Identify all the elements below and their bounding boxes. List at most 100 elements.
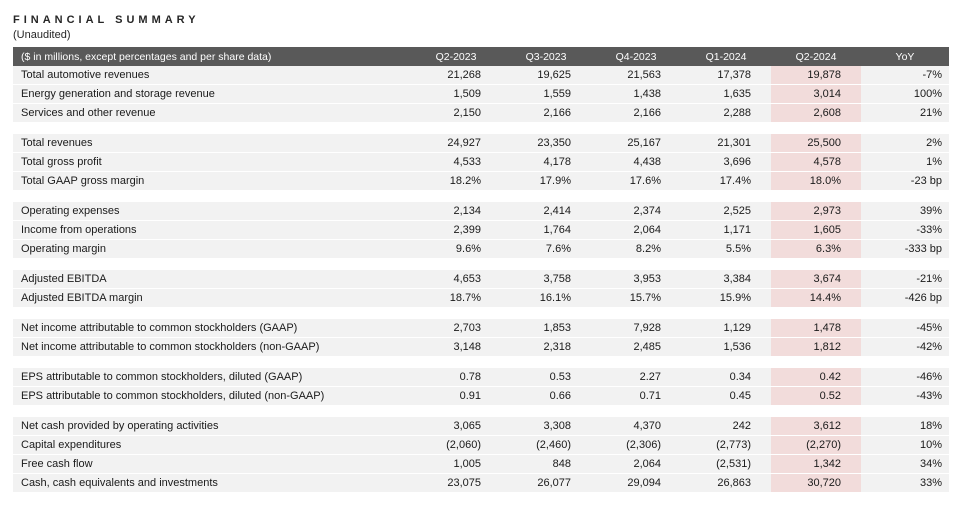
financial-summary-table: ($ in millions, except percentages and p…	[13, 47, 949, 493]
cell-value: 1,635	[681, 84, 771, 104]
cell-value: 3,674	[771, 270, 861, 289]
cell-value: 2,525	[681, 202, 771, 221]
cell-value: 15.9%	[681, 288, 771, 308]
spacer-cell	[13, 190, 949, 202]
cell-yoy: 2%	[861, 134, 949, 153]
cell-yoy: 100%	[861, 84, 949, 104]
spacer-row	[13, 356, 949, 368]
cell-yoy: 33%	[861, 473, 949, 493]
cell-value: 7.6%	[501, 239, 591, 259]
header-col-q4-2023: Q4-2023	[591, 47, 681, 66]
cell-yoy: -42%	[861, 337, 949, 357]
cell-value: 26,077	[501, 473, 591, 493]
cell-value: 18.2%	[411, 171, 501, 191]
row-label: Total automotive revenues	[13, 66, 411, 85]
row-label: Operating margin	[13, 239, 411, 259]
cell-value: 18.0%	[771, 171, 861, 191]
cell-value: 4,438	[591, 152, 681, 172]
row-label: Net income attributable to common stockh…	[13, 319, 411, 338]
cell-value: 25,167	[591, 134, 681, 153]
cell-value: 1,129	[681, 319, 771, 338]
cell-value: 1,853	[501, 319, 591, 338]
cell-value: 0.91	[411, 386, 501, 406]
table-row: Adjusted EBITDA 4,653 3,758 3,953 3,384 3,674…	[13, 270, 949, 289]
cell-value: 2.27	[591, 368, 681, 387]
cell-value: 23,075	[411, 473, 501, 493]
cell-value: 3,953	[591, 270, 681, 289]
cell-value: 2,064	[591, 220, 681, 240]
cell-value: 4,578	[771, 152, 861, 172]
table-row: Operating expenses 2,134 2,414 2,374 2,525 2,…	[13, 202, 949, 221]
cell-value: 4,653	[411, 270, 501, 289]
table-body: Total automotive revenues 21,268 19,625 21,…	[13, 66, 949, 493]
cell-value: (2,270)	[771, 435, 861, 455]
cell-value: 14.4%	[771, 288, 861, 308]
cell-value: 9.6%	[411, 239, 501, 259]
spacer-cell	[13, 356, 949, 368]
cell-yoy: -23 bp	[861, 171, 949, 191]
row-label: Free cash flow	[13, 454, 411, 474]
cell-value: 5.5%	[681, 239, 771, 259]
header-col-q2-2023: Q2-2023	[411, 47, 501, 66]
cell-yoy: 39%	[861, 202, 949, 221]
cell-value: 3,612	[771, 417, 861, 436]
row-label: Total GAAP gross margin	[13, 171, 411, 191]
cell-value: 26,863	[681, 473, 771, 493]
row-label: Total revenues	[13, 134, 411, 153]
spacer-cell	[13, 307, 949, 319]
spacer-cell	[13, 258, 949, 270]
cell-value: 19,625	[501, 66, 591, 85]
cell-value: 3,014	[771, 84, 861, 104]
cell-value: 2,414	[501, 202, 591, 221]
header-row: ($ in millions, except percentages and p…	[13, 47, 949, 66]
cell-yoy: -7%	[861, 66, 949, 85]
cell-value: (2,773)	[681, 435, 771, 455]
row-label: Capital expenditures	[13, 435, 411, 455]
cell-value: 25,500	[771, 134, 861, 153]
cell-yoy: -426 bp	[861, 288, 949, 308]
cell-value: 2,374	[591, 202, 681, 221]
page-title: FINANCIAL SUMMARY	[13, 14, 200, 26]
cell-yoy: 1%	[861, 152, 949, 172]
row-label: Total gross profit	[13, 152, 411, 172]
cell-value: 2,134	[411, 202, 501, 221]
cell-value: 2,288	[681, 103, 771, 123]
cell-yoy: 18%	[861, 417, 949, 436]
cell-value: 1,812	[771, 337, 861, 357]
cell-value: 0.66	[501, 386, 591, 406]
cell-yoy: -46%	[861, 368, 949, 387]
cell-value: 4,178	[501, 152, 591, 172]
cell-value: 2,485	[591, 337, 681, 357]
cell-value: 17.9%	[501, 171, 591, 191]
cell-value: (2,460)	[501, 435, 591, 455]
cell-value: 21,268	[411, 66, 501, 85]
cell-yoy: 21%	[861, 103, 949, 123]
header-col-q1-2024: Q1-2024	[681, 47, 771, 66]
row-label: Adjusted EBITDA margin	[13, 288, 411, 308]
row-label: Cash, cash equivalents and investments	[13, 473, 411, 493]
cell-value: 6.3%	[771, 239, 861, 259]
cell-yoy: -21%	[861, 270, 949, 289]
cell-value: 3,148	[411, 337, 501, 357]
row-label: Operating expenses	[13, 202, 411, 221]
cell-value: 3,384	[681, 270, 771, 289]
cell-value: 17.6%	[591, 171, 681, 191]
row-label: Energy generation and storage revenue	[13, 84, 411, 104]
cell-value: 24,927	[411, 134, 501, 153]
cell-value: 1,536	[681, 337, 771, 357]
cell-value: 2,150	[411, 103, 501, 123]
table-row: Operating margin 9.6% 7.6% 8.2% 5.5% 6.3% -333…	[13, 239, 949, 259]
cell-value: 16.1%	[501, 288, 591, 308]
cell-value: 2,973	[771, 202, 861, 221]
cell-value: 0.42	[771, 368, 861, 387]
table-row: Adjusted EBITDA margin 18.7% 16.1% 15.7% 15.…	[13, 288, 949, 308]
cell-value: 29,094	[591, 473, 681, 493]
spacer-row	[13, 307, 949, 319]
row-label: EPS attributable to common stockholders,…	[13, 386, 411, 406]
spacer-row	[13, 122, 949, 134]
cell-yoy: 10%	[861, 435, 949, 455]
header-col-q2-2024: Q2-2024	[771, 47, 861, 66]
cell-value: (2,531)	[681, 454, 771, 474]
table-row: Net cash provided by operating activitie…	[13, 417, 949, 436]
table-row: Free cash flow 1,005 848 2,064 (2,531) 1,342 3…	[13, 454, 949, 474]
